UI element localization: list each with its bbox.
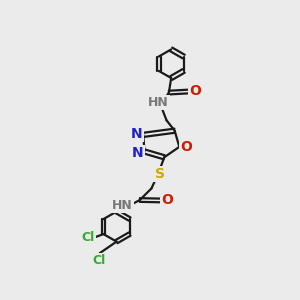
Text: Cl: Cl — [92, 254, 105, 267]
Text: O: O — [161, 194, 173, 208]
Text: HN: HN — [148, 97, 169, 110]
Text: S: S — [154, 167, 165, 181]
Text: HN: HN — [112, 199, 133, 212]
Text: N: N — [132, 146, 144, 160]
Text: N: N — [131, 127, 142, 141]
Text: O: O — [189, 84, 201, 98]
Text: O: O — [180, 140, 192, 154]
Text: Cl: Cl — [81, 231, 94, 244]
